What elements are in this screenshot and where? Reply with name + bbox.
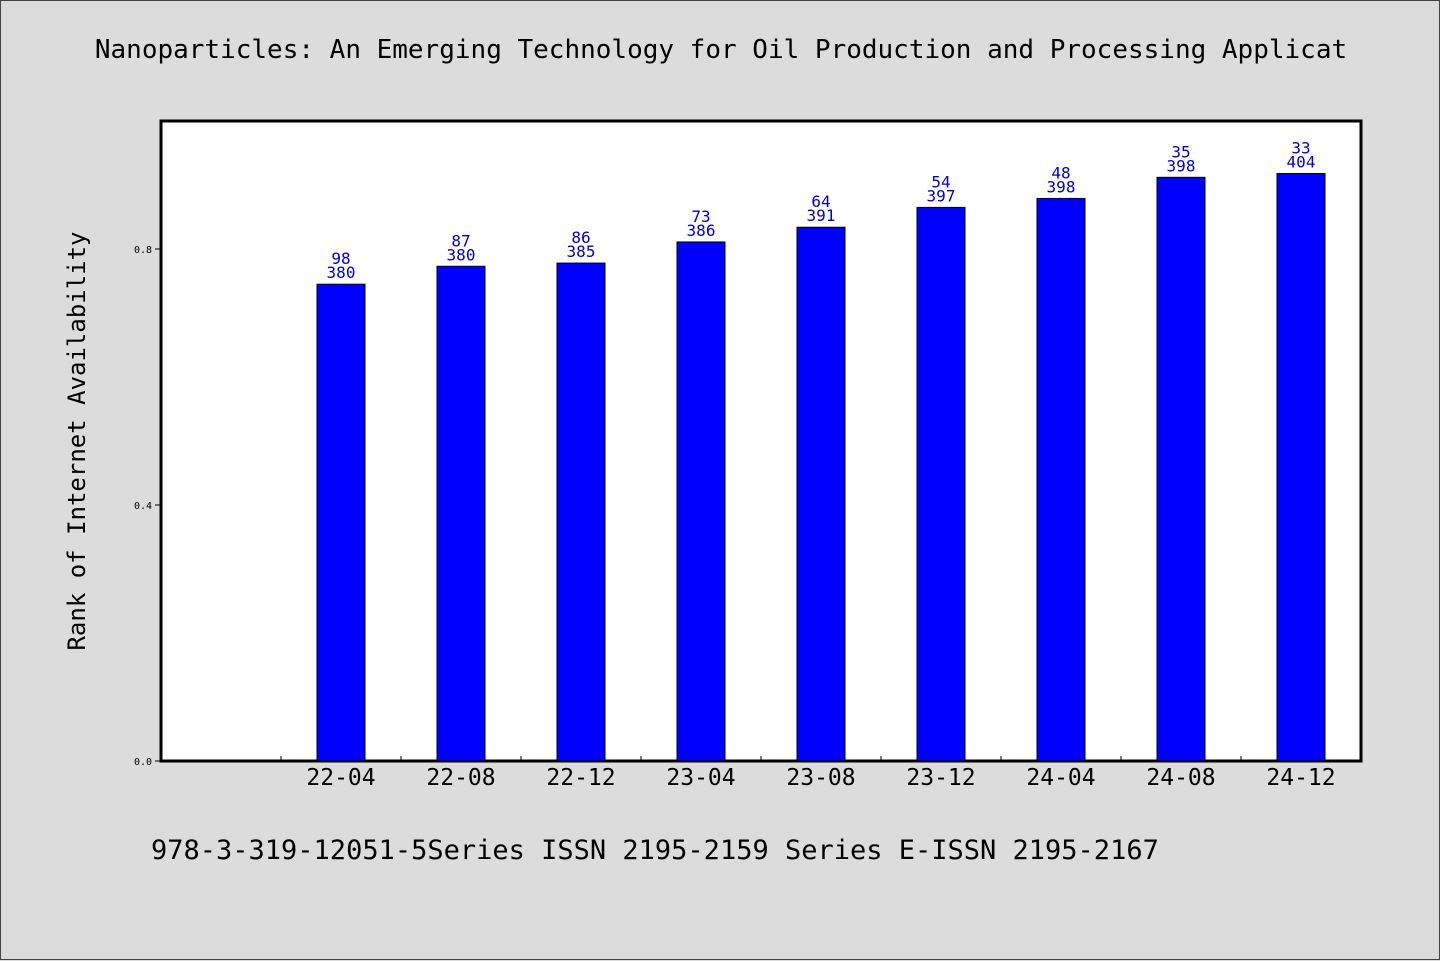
y-axis-label: Rank of Internet Availability xyxy=(63,231,91,650)
data-label-bottom: 397 xyxy=(927,186,956,205)
x-tick-label: 24-08 xyxy=(1146,765,1215,791)
y-tick-label: 0.0 xyxy=(134,757,152,768)
data-label-top: 64 xyxy=(811,192,830,211)
data-label-bottom: 385 xyxy=(567,242,596,261)
data-label-top: 33 xyxy=(1291,138,1310,157)
x-tick-label: 24-12 xyxy=(1266,765,1335,791)
data-label-top: 86 xyxy=(571,228,590,247)
data-label-top: 87 xyxy=(451,231,470,250)
data-label-bottom: 404 xyxy=(1287,152,1316,171)
y-tick-label: 0.4 xyxy=(134,501,152,512)
bar xyxy=(436,265,486,762)
bar xyxy=(1156,176,1206,762)
data-label-top: 35 xyxy=(1171,142,1190,161)
x-tick-label: 22-08 xyxy=(426,765,495,791)
data-label-top: 73 xyxy=(691,207,710,226)
x-tick-label: 22-12 xyxy=(546,765,615,791)
data-label-top: 48 xyxy=(1051,163,1070,182)
data-label-bottom: 398 xyxy=(1167,156,1196,175)
bar xyxy=(1036,197,1086,762)
x-tick-label: 24-04 xyxy=(1026,765,1095,791)
data-label-bottom: 391 xyxy=(807,206,836,225)
bar xyxy=(676,241,726,762)
x-tick-label: 23-04 xyxy=(666,765,735,791)
data-label-top: 98 xyxy=(331,249,350,268)
bar xyxy=(916,206,966,762)
footer-isbn: 978-3-319-12051-5Series ISSN 2195-2159 S… xyxy=(151,835,1159,866)
data-label-bottom: 386 xyxy=(687,221,716,240)
data-label-bottom: 380 xyxy=(447,245,476,264)
data-label-top: 54 xyxy=(931,172,950,191)
bar xyxy=(1276,172,1326,762)
x-tick-label: 23-12 xyxy=(906,765,975,791)
chart-title: Nanoparticles: An Emerging Technology fo… xyxy=(94,35,1348,65)
bar xyxy=(796,226,846,762)
bar xyxy=(556,262,606,762)
x-tick-label: 23-08 xyxy=(786,765,855,791)
y-tick-label: 0.8 xyxy=(134,245,152,256)
data-label-bottom: 398 xyxy=(1047,177,1076,196)
x-tick-label: 22-04 xyxy=(306,765,375,791)
bar xyxy=(316,283,366,762)
data-label-bottom: 380 xyxy=(327,263,356,282)
